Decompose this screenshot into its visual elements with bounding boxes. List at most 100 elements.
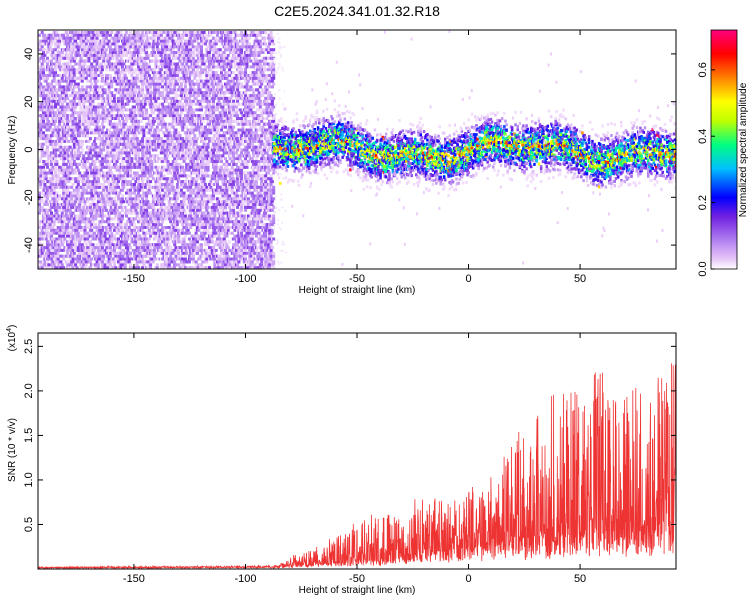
heatmap-cell <box>178 185 182 189</box>
heatmap-cell <box>46 165 49 169</box>
heatmap-cell <box>43 76 47 80</box>
heatmap-cell <box>104 68 108 72</box>
heatmap-cell <box>178 266 182 269</box>
heatmap-cell <box>94 151 98 155</box>
heatmap-cell <box>126 188 130 192</box>
heatmap-cell <box>62 194 66 198</box>
heatmap-cell <box>58 165 62 169</box>
heatmap-cell <box>71 194 75 198</box>
heatmap-cell <box>159 151 163 155</box>
heatmap-cell <box>99 151 103 155</box>
heatmap-cell <box>154 56 158 60</box>
heatmap-cell <box>146 91 150 95</box>
heatmap-cell <box>60 211 64 215</box>
heatmap-cell <box>96 177 100 181</box>
heatmap-cell <box>83 48 87 52</box>
heatmap-cell <box>146 240 150 244</box>
heatmap-cell <box>99 139 103 143</box>
heatmap-cell <box>145 33 149 37</box>
heatmap-cell <box>103 62 107 66</box>
heatmap-cell <box>51 226 55 229</box>
heatmap-cell <box>104 111 108 115</box>
heatmap-cell <box>82 154 86 158</box>
heatmap-cell <box>131 174 135 178</box>
heatmap-cell <box>48 45 52 49</box>
heatmap-cell <box>133 99 136 103</box>
heatmap-cell <box>139 51 143 54</box>
heatmap-cell <box>106 117 110 120</box>
heatmap-cell <box>54 266 58 269</box>
heatmap-cell <box>48 91 52 95</box>
heatmap-cell <box>43 246 47 250</box>
heatmap-cell <box>95 226 99 229</box>
heatmap-cell <box>174 65 178 69</box>
heatmap-cell <box>170 162 174 166</box>
heatmap-cell <box>78 191 82 195</box>
heatmap-cell <box>76 260 80 264</box>
heatmap-cell <box>143 74 147 77</box>
heatmap-cell <box>170 88 174 92</box>
heatmap-cell <box>72 31 76 34</box>
heatmap-cell <box>117 128 120 132</box>
heatmap-cell <box>151 122 155 126</box>
heatmap-cell <box>126 160 130 163</box>
heatmap-cell <box>119 94 123 98</box>
heatmap-cell <box>134 62 138 66</box>
heatmap-cell <box>142 96 146 100</box>
heatmap-cell <box>76 82 80 86</box>
heatmap-cell <box>149 263 153 267</box>
heatmap-cell <box>149 154 153 158</box>
heatmap-cell <box>66 56 70 60</box>
heatmap-cell <box>62 234 66 238</box>
heatmap-cell <box>174 160 178 163</box>
heatmap-cell <box>169 248 173 252</box>
heatmap-cell <box>108 48 112 52</box>
heatmap-cell <box>114 51 118 54</box>
heatmap-cell <box>92 162 96 166</box>
heatmap-cell <box>169 214 173 218</box>
heatmap-cell <box>42 131 45 135</box>
heatmap-cell <box>122 62 126 66</box>
heatmap-cell <box>170 260 174 264</box>
heatmap-cell <box>142 254 146 258</box>
heatmap-cell <box>83 59 87 63</box>
heatmap-cell <box>179 214 183 218</box>
heatmap-cell <box>165 88 169 92</box>
heatmap-cell <box>147 188 151 192</box>
heatmap-cell <box>137 177 140 181</box>
heatmap-cell <box>87 248 91 252</box>
heatmap-cell <box>44 108 48 112</box>
heatmap-cell <box>64 36 68 40</box>
heatmap-cell <box>42 39 45 43</box>
heatmap-cell <box>79 217 83 221</box>
heatmap-cell <box>154 208 158 212</box>
heatmap-cell <box>131 139 135 143</box>
heatmap-cell <box>157 174 161 178</box>
heatmap-cell <box>106 266 110 269</box>
heatmap-cell <box>100 162 104 166</box>
heatmap-cell <box>66 157 70 161</box>
heatmap-cell <box>51 139 55 143</box>
heatmap-cell <box>64 91 68 95</box>
heatmap-cell <box>106 145 110 149</box>
heatmap-cell <box>62 160 66 163</box>
heatmap-cell <box>178 53 182 57</box>
heatmap-cell <box>91 160 95 163</box>
heatmap-cell <box>114 162 118 166</box>
heatmap-cell <box>150 257 154 261</box>
heatmap-cell <box>78 114 82 118</box>
heatmap-cell <box>78 134 82 138</box>
heatmap-cell <box>79 96 83 100</box>
heatmap-cell <box>108 62 112 66</box>
heatmap-cell <box>158 94 162 98</box>
heatmap-cell <box>103 105 107 109</box>
heatmap-cell <box>141 137 145 141</box>
heatmap-cell <box>39 128 43 132</box>
heatmap-cell <box>51 131 55 135</box>
heatmap-cell <box>95 208 99 212</box>
heatmap-cell <box>74 177 78 181</box>
heatmap-cell <box>66 217 70 221</box>
heatmap-cell <box>50 234 53 238</box>
heatmap-cell <box>78 214 82 218</box>
heatmap-cell <box>60 226 64 229</box>
